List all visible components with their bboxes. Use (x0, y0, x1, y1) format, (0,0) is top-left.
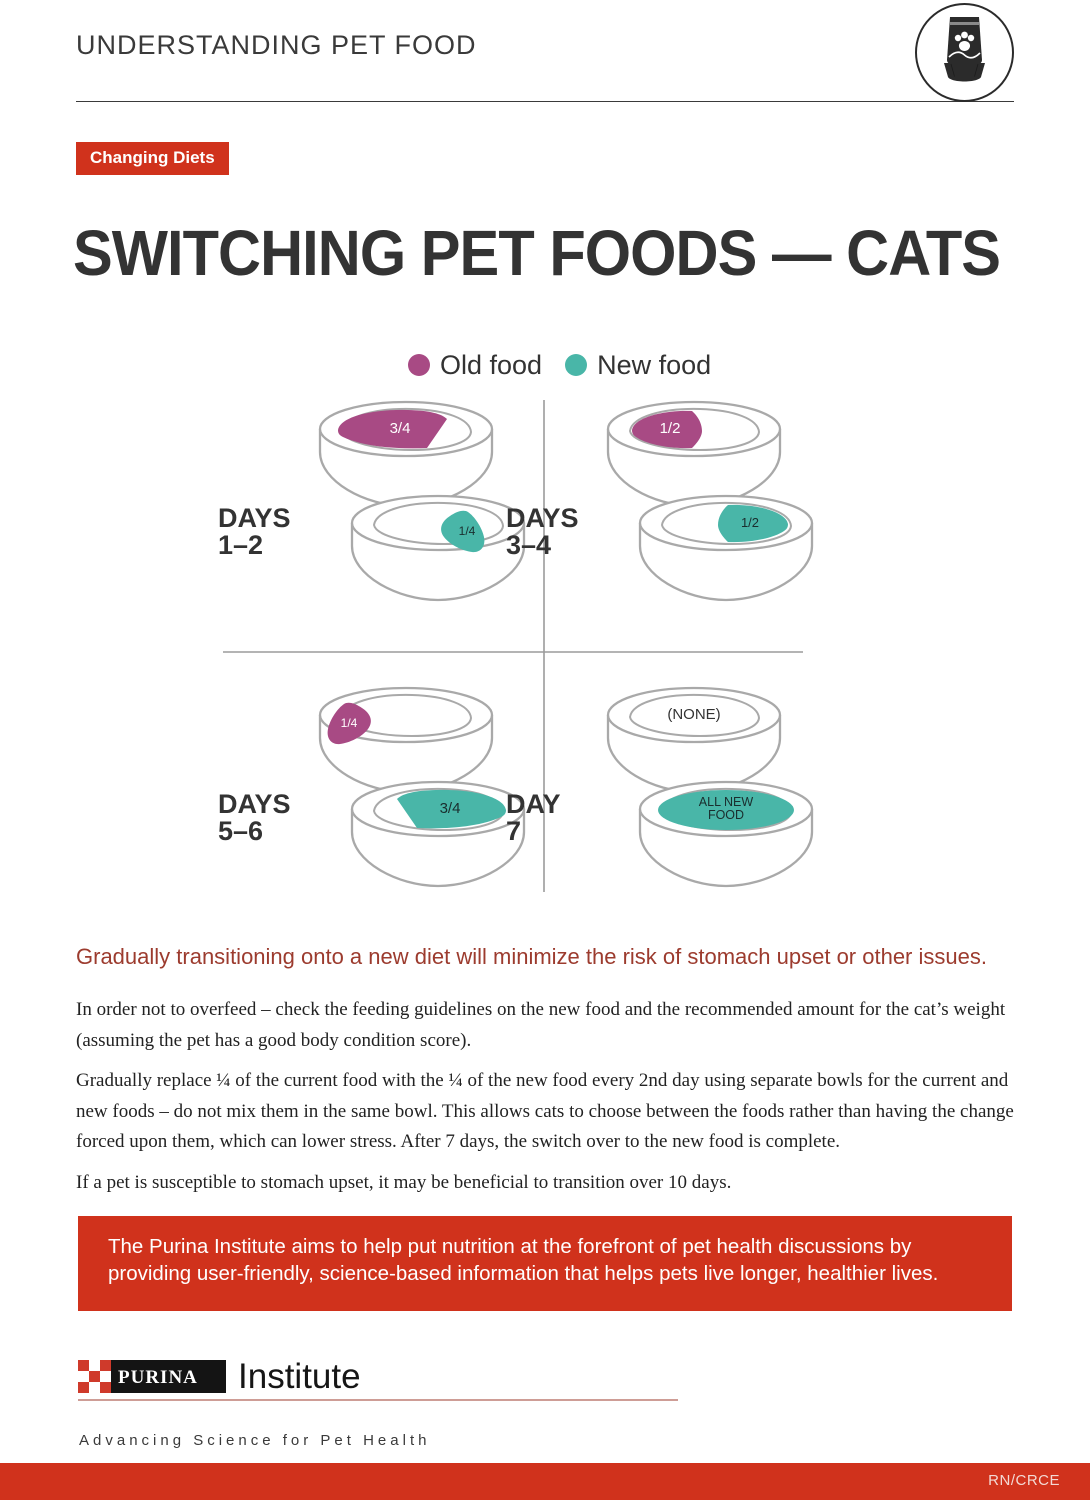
svg-text:DAY: DAY (506, 789, 561, 819)
svg-text:1/4: 1/4 (459, 524, 476, 538)
svg-text:DAYS: DAYS (218, 789, 291, 819)
svg-text:DAYS: DAYS (218, 503, 291, 533)
svg-text:ALL NEW: ALL NEW (699, 795, 754, 809)
svg-text:1/2: 1/2 (660, 420, 681, 437)
svg-text:Institute: Institute (238, 1360, 361, 1396)
svg-text:5–6: 5–6 (218, 816, 263, 846)
svg-text:FOOD: FOOD (708, 808, 744, 822)
svg-text:7: 7 (506, 816, 521, 846)
svg-text:1/2: 1/2 (741, 515, 759, 530)
svg-text:3/4: 3/4 (440, 800, 461, 817)
svg-text:DAYS: DAYS (506, 503, 579, 533)
svg-text:1–2: 1–2 (218, 530, 263, 560)
svg-text:3/4: 3/4 (390, 420, 411, 437)
svg-text:1/4: 1/4 (341, 716, 358, 730)
svg-text:(NONE): (NONE) (667, 706, 720, 723)
svg-text:3–4: 3–4 (506, 530, 551, 560)
svg-text:PURINA: PURINA (118, 1367, 198, 1388)
